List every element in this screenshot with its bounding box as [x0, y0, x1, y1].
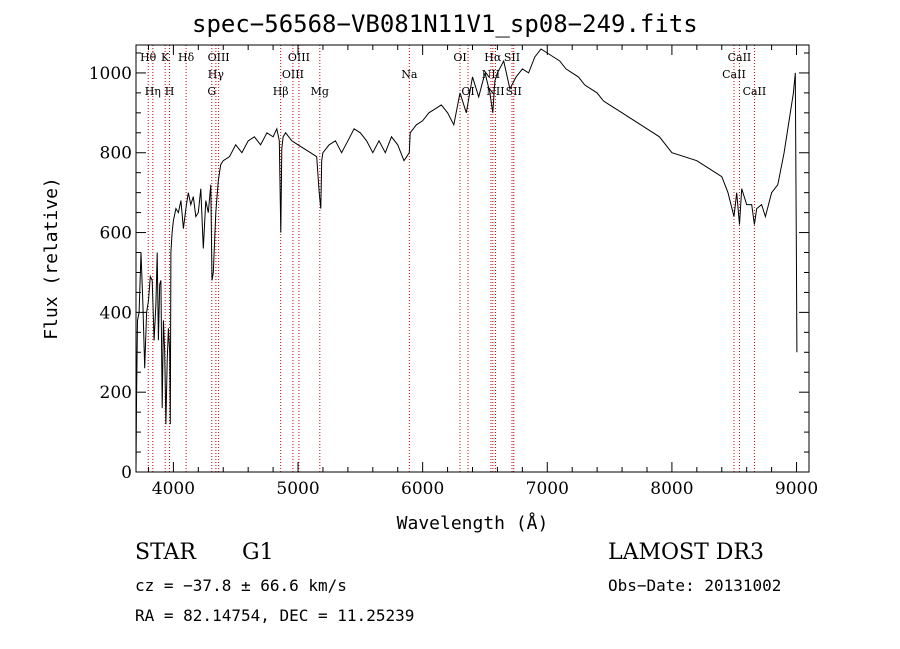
x-tick-label: 7000 [526, 479, 569, 499]
chart-title: spec−56568−VB081N11V1_sp08−249.fits [192, 10, 698, 38]
line-label: CaII [743, 85, 767, 98]
y-tick-label: 600 [100, 224, 132, 244]
redshift-cz: cz = −37.8 ± 66.6 km/s [135, 576, 347, 595]
line-label: K [161, 51, 170, 64]
subclass: G1 [242, 540, 274, 565]
line-label: H [165, 85, 175, 98]
line-label: Mg [311, 85, 329, 98]
x-axis-label: Wavelength (Å) [397, 512, 549, 534]
line-label: G [207, 85, 216, 98]
y-axis-label: Flux (relative) [41, 177, 62, 340]
line-label: SII [506, 85, 522, 98]
line-label: OIII [208, 51, 230, 64]
x-tick-label: 4000 [152, 479, 195, 499]
line-label: Hα [484, 51, 502, 64]
line-label: OI [453, 51, 466, 64]
line-label: OI [461, 85, 474, 98]
x-tick-label: 8000 [650, 479, 693, 499]
y-tick-label: 400 [100, 303, 132, 323]
line-label: CaII [728, 51, 752, 64]
line-label: CaII [722, 68, 746, 81]
coordinates: RA = 82.14754, DEC = 11.25239 [135, 606, 415, 625]
plot-frame [135, 44, 810, 473]
line-label: SII [504, 51, 520, 64]
emission-line-markers [147, 45, 755, 472]
line-label: Hη [145, 85, 161, 98]
survey-name: LAMOST DR3 [608, 540, 764, 565]
x-axis-ticks: 4000 5000 6000 7000 8000 9000 [147, 45, 818, 499]
line-label: OIII [288, 51, 310, 64]
line-label: Hβ [273, 85, 289, 98]
line-label: Hγ [208, 68, 225, 81]
y-tick-label: 200 [100, 383, 132, 403]
y-axis-ticks: 0 200 400 600 800 1000 [89, 52, 809, 483]
line-label: Na [401, 68, 418, 81]
x-tick-label: 6000 [401, 479, 444, 499]
line-label: OIII [282, 68, 304, 81]
line-label: NII [486, 85, 504, 98]
observation-date: Obs−Date: 20131002 [608, 576, 782, 595]
y-tick-label: 1000 [89, 64, 132, 84]
object-class: STAR [135, 540, 196, 565]
series-spectrum-line [135, 48, 798, 473]
line-label: Hδ [178, 51, 195, 64]
y-tick-label: 0 [121, 463, 132, 483]
line-label: Hθ [140, 51, 157, 64]
x-tick-label: 5000 [276, 479, 319, 499]
y-tick-label: 800 [100, 144, 132, 164]
x-tick-label: 9000 [775, 479, 818, 499]
